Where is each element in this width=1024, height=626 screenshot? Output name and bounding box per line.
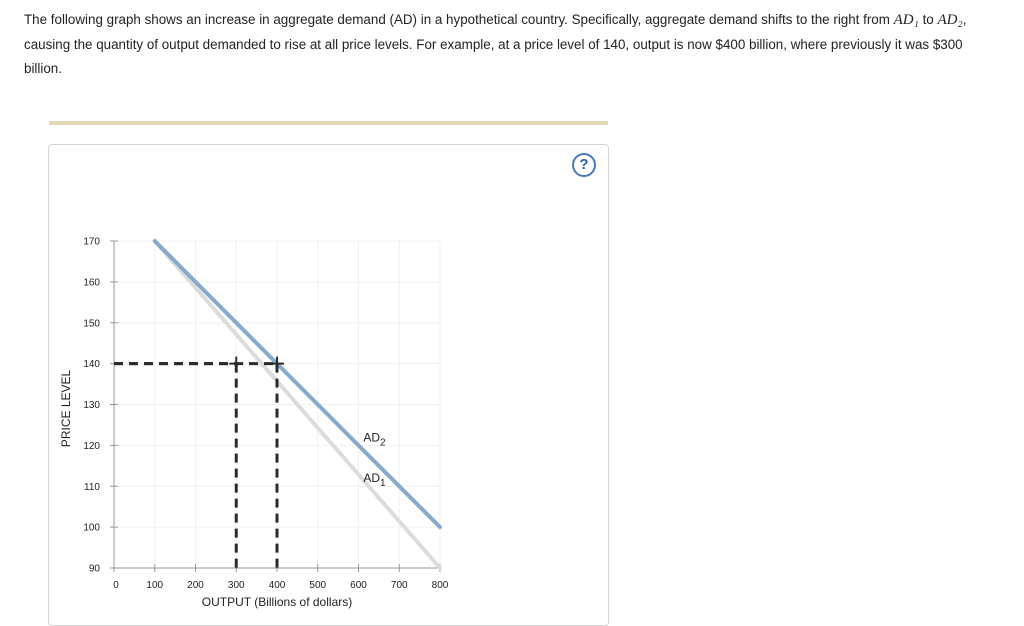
y-tick-label: 150 [83,318,100,329]
x-tick-label: 800 [432,580,449,591]
series-label-ad2: AD2 [363,430,386,448]
series-line-ad1 [152,239,442,570]
ad2-symbol: AD₂ [937,12,963,28]
y-tick-label: 110 [84,482,100,493]
y-axis-label: PRICE LEVEL [59,369,73,447]
series [152,239,442,570]
graph-panel: ? [48,144,609,626]
y-tick-label: 120 [83,441,100,452]
axes: 90 100 110 120 130 140 150 160 170 0 100 200 300 400 5… [83,237,448,592]
x-tick-label: 300 [228,580,245,591]
y-tick-label: 130 [83,400,100,411]
series-line-ad2 [152,239,442,530]
x-tick-label: 100 [146,580,163,591]
help-icon[interactable]: ? [572,153,596,177]
y-tick-label: 90 [89,564,101,575]
x-tick-label: 700 [391,580,408,591]
series-label-ad1: AD1 [363,471,386,489]
y-tick-label: 100 [83,523,100,534]
x-tick-label: 200 [187,580,204,591]
x-tick-label: 500 [309,580,326,591]
labels: OUTPUT (Billions of dollars) PRICE LEVEL A… [59,369,386,609]
x-axis-label: OUTPUT (Billions of dollars) [202,595,352,609]
divider-rule [49,121,608,125]
x-tick-label: 600 [350,580,367,591]
ad1-symbol: AD₁ [893,12,919,28]
y-tick-label: 170 [83,237,100,248]
y-tick-label: 160 [83,277,100,288]
x-tick-label: 400 [269,580,286,591]
y-tick-label: 140 [83,359,100,370]
intro-text: The following graph shows an increase in… [24,12,967,76]
guides [114,356,284,568]
x-tick-label: 0 [113,580,119,591]
